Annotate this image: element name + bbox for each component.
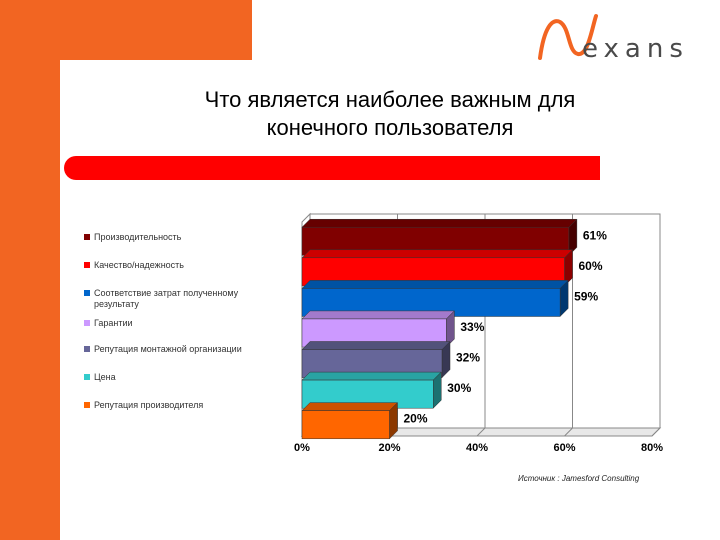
- legend-label: Соответствие затрат полученному результа…: [94, 288, 239, 309]
- gridline-floor: [564, 427, 573, 437]
- legend-label: Репутация монтажной организации: [94, 344, 242, 354]
- gridline-floor: [476, 427, 486, 437]
- bar-top-face: [301, 218, 578, 228]
- bar-top-face: [301, 402, 399, 411]
- bar-value-label: 60%: [578, 259, 602, 273]
- bar-value-label: 59%: [574, 289, 598, 303]
- legend-label: Репутация производителя: [94, 400, 204, 410]
- legend-swatch: [84, 374, 90, 380]
- x-tick-label: 0%: [294, 442, 310, 454]
- bar-value-label: 33%: [460, 320, 484, 334]
- legend-swatch: [84, 320, 90, 326]
- legend-item: Производительность: [84, 232, 279, 243]
- legend-item: Качество/надежность: [84, 260, 279, 271]
- x-tick-label: 20%: [378, 442, 400, 454]
- title-underline-bar: [64, 156, 600, 180]
- bar-value-label: 30%: [447, 381, 471, 395]
- left-accent-band: [0, 0, 60, 540]
- bar-top-face: [301, 341, 451, 350]
- legend-item: Цена: [84, 372, 279, 383]
- title-line-2: конечного пользователя: [266, 115, 514, 140]
- x-tick-label: 60%: [553, 442, 575, 454]
- legend-item: Репутация производителя: [84, 400, 279, 411]
- source-note: Источник : Jamesford Consulting: [518, 474, 640, 483]
- x-tick-label: 40%: [466, 442, 488, 454]
- bar-value-label: 32%: [456, 351, 480, 365]
- legend-label: Качество/надежность: [94, 260, 184, 270]
- legend-label: Гарантии: [94, 318, 133, 328]
- legend-swatch: [84, 262, 90, 268]
- legend-swatch: [84, 402, 90, 408]
- legend-label: Производительность: [94, 232, 182, 242]
- bar-top-face: [301, 249, 574, 259]
- legend-swatch: [84, 234, 90, 240]
- legend-item: Репутация монтажной организации: [84, 344, 279, 355]
- title-line-1: Что является наиболее важным для: [204, 87, 576, 112]
- gridline-floor: [651, 427, 661, 437]
- bar-value-label: 20%: [403, 412, 427, 426]
- x-tick-label: 80%: [641, 442, 663, 454]
- bar-top-face: [301, 280, 569, 289]
- legend-item: Соответствие затрат полученному результа…: [84, 288, 279, 310]
- legend-swatch: [84, 346, 90, 352]
- top-accent-band: [0, 0, 252, 60]
- nexans-logo-mark: [538, 14, 598, 60]
- bar-value-label: 61%: [583, 228, 607, 242]
- logo-text: exans: [582, 34, 689, 64]
- legend-swatch: [84, 290, 90, 296]
- slide-title: Что является наиболее важным для конечно…: [100, 86, 680, 142]
- legend-label: Цена: [94, 372, 116, 382]
- bar: [301, 410, 390, 440]
- legend-item: Гарантии: [84, 318, 279, 329]
- bar-top-face: [301, 310, 455, 320]
- bar-top-face: [301, 371, 442, 381]
